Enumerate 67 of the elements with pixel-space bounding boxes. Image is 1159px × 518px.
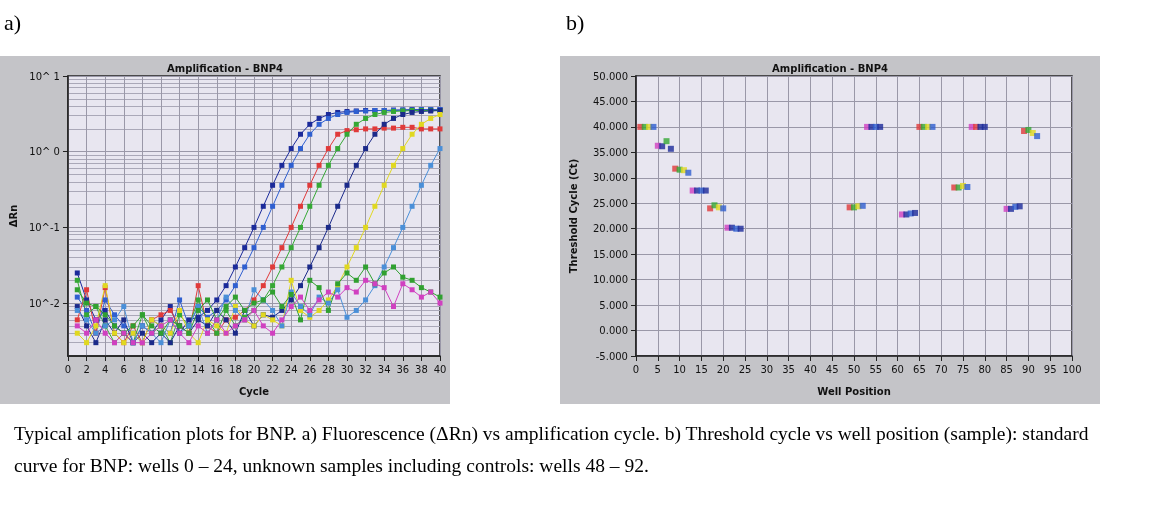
x-tick-label: 0 [632, 363, 640, 375]
y-tick-label: 5.000 [599, 299, 628, 311]
x-tick-label: 26 [303, 363, 317, 375]
x-tick-label: 32 [359, 363, 372, 375]
x-tick-label: 38 [415, 363, 428, 375]
y-tick-label: 45.000 [593, 95, 628, 107]
x-tick-label: 60 [891, 363, 904, 375]
x-tick-label: 2 [83, 363, 90, 375]
x-tick-label: 5 [654, 363, 661, 375]
x-axis-title: Well Position [817, 385, 891, 397]
text: a) [4, 10, 22, 36]
text: b) [566, 10, 585, 36]
y-tick-label: 30.000 [593, 172, 628, 184]
y-tick-label: -5.000 [595, 350, 628, 362]
x-tick-label: 28 [322, 363, 335, 375]
y-tick-label: 40.000 [593, 121, 628, 133]
x-tick-label: 80 [978, 363, 992, 375]
x-tick-label: 14 [191, 363, 205, 375]
x-tick-label: 20 [716, 363, 730, 375]
x-tick-label: 30 [340, 363, 354, 375]
x-tick-label: 6 [120, 363, 127, 375]
x-tick-label: 34 [377, 363, 391, 375]
x-tick-label: 90 [1022, 363, 1035, 375]
x-tick-label: 12 [173, 363, 186, 375]
y-tick-label: 15.000 [593, 248, 628, 260]
y-tick-label: 0.000 [599, 325, 628, 337]
y-axis-title: ΔRn [7, 204, 19, 228]
chart-title: Amplification - BNP4 [772, 62, 888, 74]
text: Typical amplification plots for BNP. a) Fluorescence (ΔRn) vs amplification cycle. b) Threshold cycle vs well position (sample): standard curve for BNP: wells 0 – 24, unknown samples including controls: wells 48 – 92. [14, 422, 1090, 478]
y-tick-label: 10^ 0 [29, 146, 60, 158]
y-tick-label: 10^-2 [28, 297, 60, 309]
x-tick-label: 55 [869, 363, 883, 375]
x-tick-label: 24 [284, 363, 298, 375]
x-tick-label: 50 [847, 363, 861, 375]
x-tick-label: 40 [433, 363, 447, 375]
x-tick-label: 16 [210, 363, 224, 375]
x-tick-label: 75 [956, 363, 970, 375]
x-tick-label: 85 [1000, 363, 1013, 375]
x-tick-label: 15 [695, 363, 708, 375]
x-tick-label: 22 [266, 363, 279, 375]
x-tick-label: 20 [247, 363, 261, 375]
y-tick-label: 50.000 [593, 70, 628, 82]
x-tick-label: 45 [825, 363, 839, 375]
y-tick-label: 10.000 [593, 274, 628, 286]
x-tick-label: 0 [64, 363, 72, 375]
chart-title: Amplification - BNP4 [167, 62, 283, 74]
y-tick-label: 10^ 1 [29, 70, 60, 82]
x-tick-label: 30 [760, 363, 774, 375]
x-tick-label: 10 [154, 363, 168, 375]
y-tick-label: 25.000 [593, 197, 628, 209]
x-tick-label: 35 [782, 363, 795, 375]
y-axis-title: Threshold Cycle (Ct) [567, 158, 579, 274]
x-tick-label: 25 [738, 363, 752, 375]
x-tick-label: 36 [396, 363, 410, 375]
x-tick-label: 8 [139, 363, 146, 375]
x-tick-label: 65 [913, 363, 926, 375]
y-tick-label: 35.000 [593, 146, 628, 158]
y-tick-label: 10^-1 [28, 221, 60, 233]
x-axis-title: Cycle [238, 385, 270, 397]
x-tick-label: 70 [934, 363, 948, 375]
x-tick-label: 100 [1062, 363, 1082, 375]
x-tick-label: 95 [1043, 363, 1057, 375]
x-tick-label: 18 [229, 363, 242, 375]
x-tick-label: 40 [804, 363, 817, 375]
x-tick-label: 10 [673, 363, 686, 375]
x-tick-label: 4 [101, 363, 109, 375]
y-tick-label: 20.000 [593, 223, 628, 235]
